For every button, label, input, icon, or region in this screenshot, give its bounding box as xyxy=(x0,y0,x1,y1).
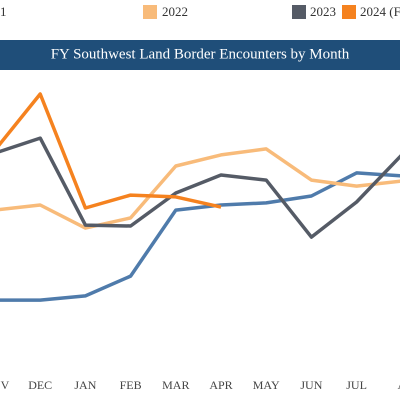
legend-swatch xyxy=(292,5,306,19)
legend-label: 2022 xyxy=(162,4,188,19)
series-line xyxy=(0,92,222,210)
x-tick-label: V xyxy=(1,378,10,392)
x-tick-label: A xyxy=(397,378,400,392)
title-bar xyxy=(0,40,400,70)
legend-label: 2023 xyxy=(310,4,336,19)
legend-swatch xyxy=(342,5,356,19)
x-tick-label: APR xyxy=(209,378,232,392)
legend-label: 1 xyxy=(0,4,7,19)
legend-swatch xyxy=(143,5,157,19)
series-line xyxy=(0,147,400,230)
legend-label: 2024 (FY xyxy=(360,4,400,19)
series-line xyxy=(0,171,400,302)
x-tick-label: DEC xyxy=(28,378,52,392)
x-tick-label: MAY xyxy=(253,378,280,392)
x-tick-label: JUL xyxy=(346,378,367,392)
x-tick-label: JAN xyxy=(74,378,96,392)
x-tick-label: FEB xyxy=(120,378,142,392)
chart-title: FY Southwest Land Border Encounters by M… xyxy=(51,46,350,62)
x-tick-label: MAR xyxy=(162,378,189,392)
x-tick-label: JUN xyxy=(300,378,322,392)
series-line xyxy=(0,136,400,239)
